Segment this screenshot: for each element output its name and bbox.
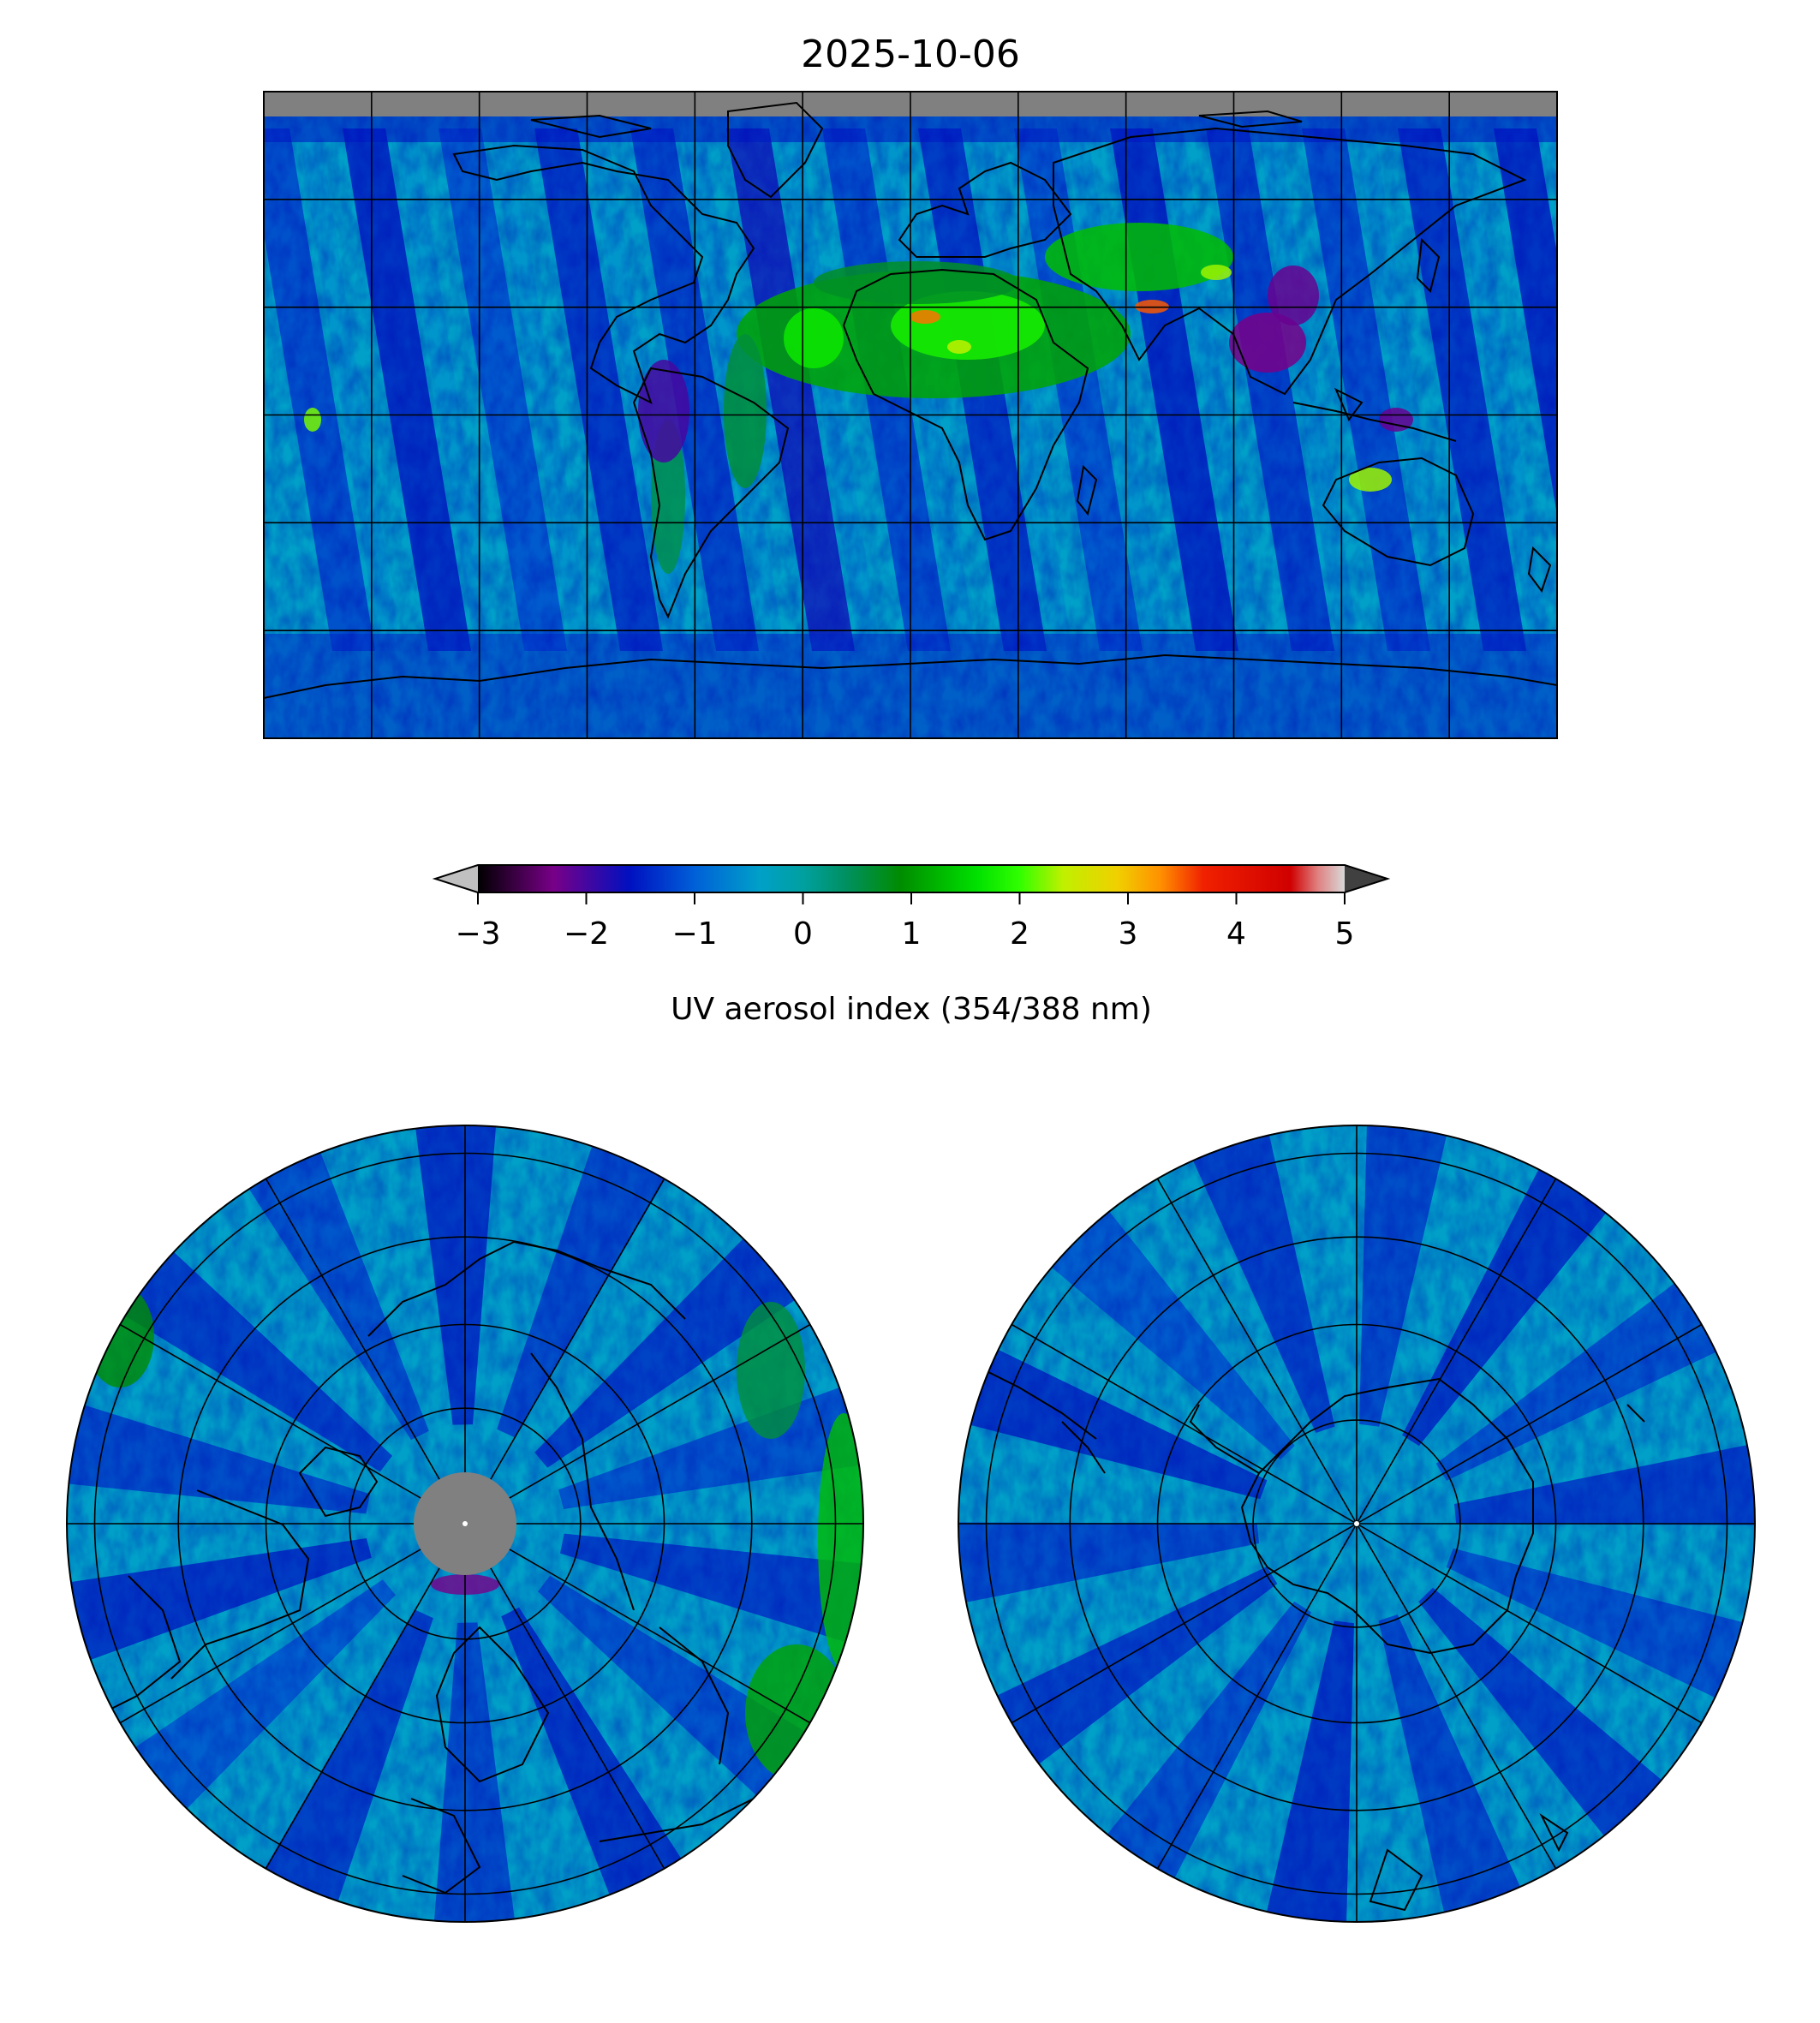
aerosol-plume	[638, 360, 689, 462]
colorbar-tick-label: 4	[1226, 916, 1246, 952]
aerosol-plume	[1229, 313, 1306, 373]
south-coastlines	[984, 1370, 1645, 1912]
map-title: 2025-10-06	[801, 33, 1020, 76]
aerosol-plume	[814, 261, 1019, 304]
global-map-frame	[263, 91, 1558, 739]
orbit-swath-edge	[1545, 128, 1557, 206]
aerosol-plume	[745, 1644, 848, 1781]
colorbar-tick-label: 0	[793, 916, 813, 952]
south-polar-map	[958, 1125, 1756, 1923]
north-pole-marker	[462, 1521, 468, 1526]
colorbar-tick-label: 1	[902, 916, 922, 952]
colorbar-tick-label: −1	[671, 916, 717, 952]
coastlines	[264, 101, 1557, 699]
graticule	[264, 92, 1557, 738]
colorbar-gradient	[478, 865, 1345, 892]
aerosol-plume	[1268, 266, 1319, 325]
aerosol-plume	[784, 308, 844, 368]
north-polar-map	[66, 1125, 864, 1923]
global-map	[263, 91, 1558, 739]
aerosol-plume	[1201, 265, 1232, 280]
aerosol-plume	[724, 334, 767, 488]
aerosol-plumes	[304, 223, 1413, 574]
aerosol-plume	[304, 408, 321, 432]
aerosol-plume	[818, 1413, 863, 1670]
colorbar-tick-label: −3	[455, 916, 500, 952]
colorbar-tick-label: 3	[1119, 916, 1138, 952]
aerosol-plume	[910, 310, 940, 324]
colorbar-tick-label: −2	[564, 916, 609, 952]
colorbar-tick-label: 5	[1335, 916, 1355, 952]
aerosol-plume	[1349, 468, 1392, 492]
aerosol-plume	[947, 340, 971, 354]
aerosol-plume	[1045, 223, 1233, 291]
colorbar-over-extension	[1345, 865, 1387, 892]
aerosol-plume	[891, 291, 1045, 360]
colorbar: −3 −2 −1 0 1 2 3 4 5 UV aerosol index (354/388 n…	[432, 864, 1391, 1027]
north-coastlines	[102, 1240, 755, 1895]
colorbar-ticks: −3 −2 −1 0 1 2 3 4 5	[455, 892, 1354, 952]
aerosol-plume	[737, 1302, 805, 1439]
north-map-frame	[66, 1125, 864, 1923]
colorbar-tick-label: 2	[1010, 916, 1029, 952]
colorbar-label: UV aerosol index (354/388 nm)	[671, 992, 1152, 1027]
colorbar-under-extension	[435, 865, 478, 892]
south-pole-marker	[1354, 1521, 1359, 1526]
south-map-frame	[958, 1125, 1756, 1923]
